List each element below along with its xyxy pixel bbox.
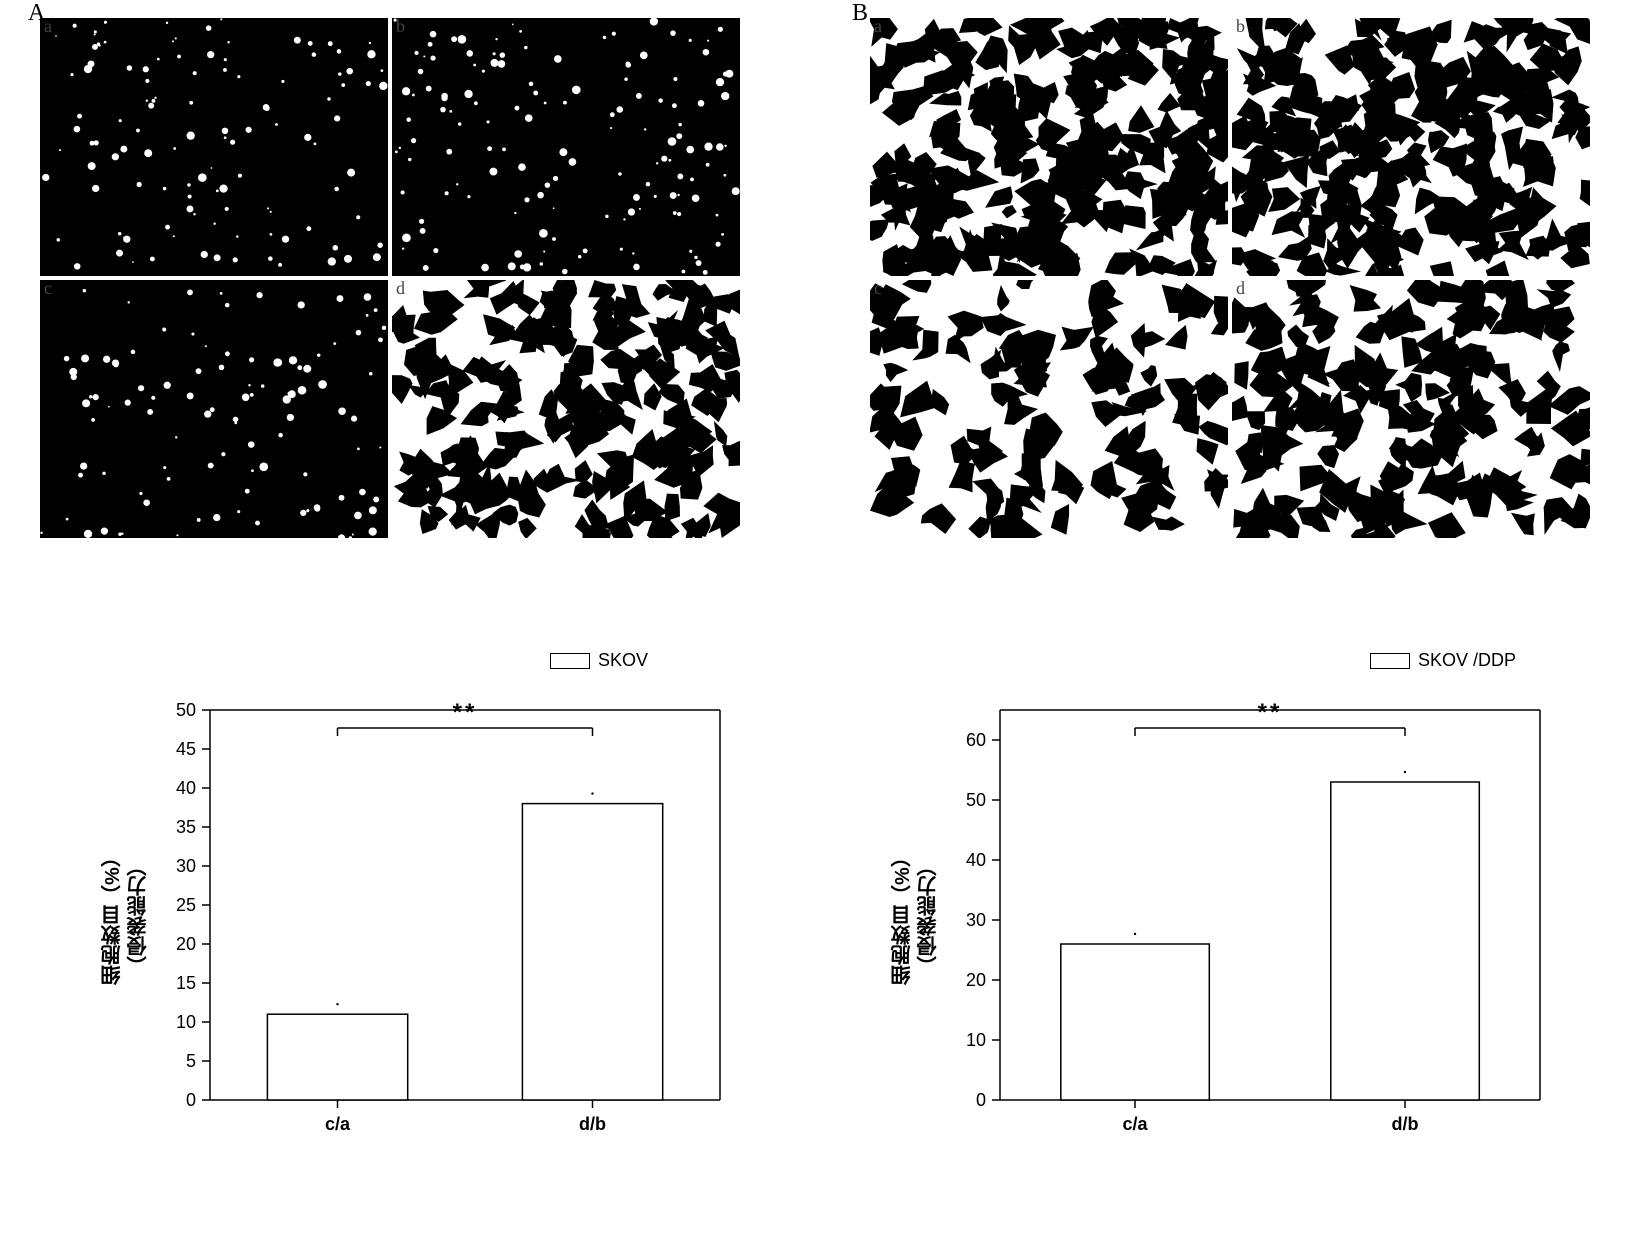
svg-text:20: 20 <box>176 934 196 954</box>
panel-b-label: B <box>852 0 868 27</box>
y-axis-label: 细胞数目（%）（侵袭能力） <box>890 780 942 1053</box>
sub-label-d: d <box>396 280 405 299</box>
legend: SKOV /DDP <box>1370 650 1516 671</box>
sub-label-a: a <box>44 18 52 37</box>
legend-label: SKOV <box>598 650 648 671</box>
svg-text:35: 35 <box>176 817 196 837</box>
svg-text:50: 50 <box>966 790 986 810</box>
ylabel-line1: 细胞数目（%） <box>102 848 124 986</box>
micrograph-a: a <box>870 18 1228 276</box>
legend-swatch <box>1370 653 1410 669</box>
panel-b-grid: a b c d <box>870 18 1590 538</box>
micrograph-c: c <box>40 280 388 538</box>
svg-text:60: 60 <box>966 730 986 750</box>
svg-text:20: 20 <box>966 970 986 990</box>
sub-label-b: b <box>1236 18 1245 37</box>
micrograph-b: b <box>1232 18 1590 276</box>
sub-label-b: b <box>396 18 405 37</box>
svg-text:**: ** <box>453 699 478 726</box>
svg-text:10: 10 <box>176 1012 196 1032</box>
svg-text:40: 40 <box>176 778 196 798</box>
ylabel-line1: 细胞数目（%） <box>892 848 914 986</box>
svg-text:**: ** <box>1258 699 1283 726</box>
svg-text:c/a: c/a <box>1122 1114 1148 1134</box>
svg-text:5: 5 <box>186 1051 196 1071</box>
y-axis-label: 细胞数目（%）（侵袭能力） <box>100 780 152 1053</box>
svg-text:40: 40 <box>966 850 986 870</box>
svg-text:0: 0 <box>186 1090 196 1110</box>
ylabel-line2: （侵袭能力） <box>918 857 940 977</box>
svg-text:d/b: d/b <box>579 1114 606 1134</box>
micrograph-a: a <box>40 18 388 276</box>
svg-text:15: 15 <box>176 973 196 993</box>
micrograph-d: d <box>392 280 740 538</box>
panel-a-grid: a b c d <box>40 18 740 538</box>
sub-label-c: c <box>874 280 882 299</box>
legend-swatch <box>550 653 590 669</box>
legend: SKOV <box>550 650 648 671</box>
chart-skov-ddp: 0 10 20 30 40 50 60 c/a d/b ** 细胞数目（%）（侵袭能力） SKOV /… <box>870 640 1570 1160</box>
sub-label-d: d <box>1236 280 1245 299</box>
micrograph-d: d <box>1232 280 1590 538</box>
sub-label-a: a <box>874 18 882 37</box>
sub-label-c: c <box>44 280 52 299</box>
chart-skov: 0 5 10 15 20 25 30 35 40 45 50 c/a d/b ** 细胞数目（%）（侵袭能力… <box>80 640 750 1160</box>
legend-label: SKOV /DDP <box>1418 650 1516 671</box>
svg-text:c/a: c/a <box>325 1114 351 1134</box>
micrograph-b: b <box>392 18 740 276</box>
svg-text:30: 30 <box>176 856 196 876</box>
svg-text:50: 50 <box>176 700 196 720</box>
svg-text:45: 45 <box>176 739 196 759</box>
ylabel-line2: （侵袭能力） <box>128 857 150 977</box>
svg-text:d/b: d/b <box>1392 1114 1419 1134</box>
svg-text:30: 30 <box>966 910 986 930</box>
micrograph-c: c <box>870 280 1228 538</box>
svg-text:25: 25 <box>176 895 196 915</box>
svg-text:0: 0 <box>976 1090 986 1110</box>
svg-text:10: 10 <box>966 1030 986 1050</box>
